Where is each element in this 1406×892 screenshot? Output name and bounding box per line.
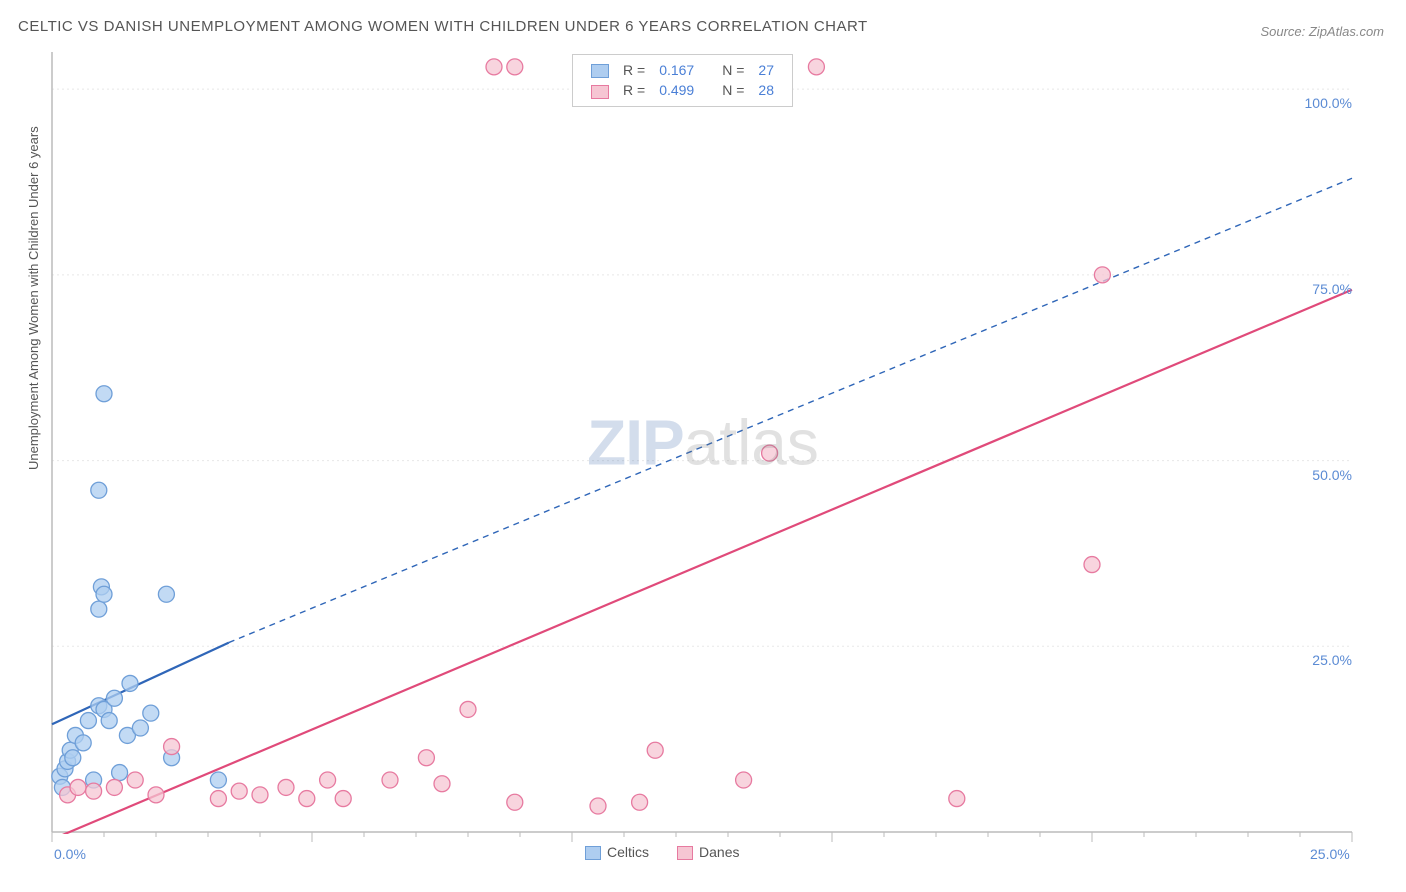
correlation-legend: R =0.167 N =27 R =0.499 N =28 — [572, 54, 793, 107]
legend-r-value: 0.167 — [653, 61, 700, 79]
legend-r-label: R = — [617, 81, 651, 99]
legend-swatch — [591, 64, 609, 78]
legend-item: Celtics — [585, 844, 649, 860]
x-tick-label: 25.0% — [1310, 846, 1350, 862]
scatter-plot-svg — [0, 0, 1406, 892]
series-legend: Celtics Danes — [585, 844, 767, 860]
legend-n-value: 27 — [752, 61, 780, 79]
y-tick-label: 75.0% — [1292, 281, 1352, 297]
legend-r-label: R = — [617, 61, 651, 79]
x-tick-label: 0.0% — [54, 846, 86, 862]
legend-item-label: Danes — [699, 844, 739, 860]
y-tick-label: 50.0% — [1292, 467, 1352, 483]
legend-n-label: N = — [716, 61, 750, 79]
legend-swatch-icon — [677, 846, 693, 860]
legend-n-label: N = — [716, 81, 750, 99]
y-tick-label: 100.0% — [1292, 95, 1352, 111]
chart-container: CELTIC VS DANISH UNEMPLOYMENT AMONG WOME… — [0, 0, 1406, 892]
legend-item-label: Celtics — [607, 844, 649, 860]
legend-n-value: 28 — [752, 81, 780, 99]
legend-r-value: 0.499 — [653, 81, 700, 99]
y-tick-label: 25.0% — [1292, 652, 1352, 668]
legend-swatch-icon — [585, 846, 601, 860]
legend-swatch — [591, 85, 609, 99]
legend-item: Danes — [677, 844, 739, 860]
